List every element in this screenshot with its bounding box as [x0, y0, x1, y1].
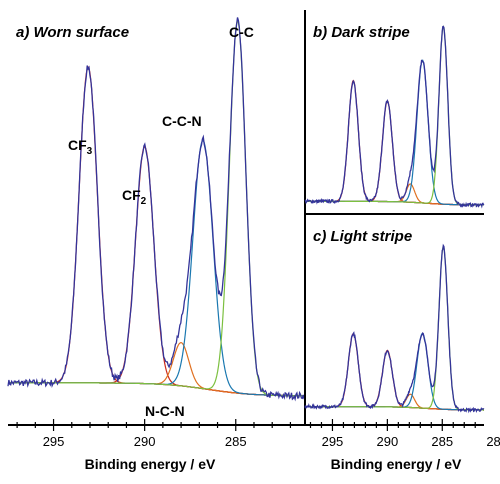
peak-label-cf2: CF2 [122, 187, 147, 207]
panel-b-plot [304, 25, 485, 209]
panel-a-worn-surface: a) Worn surface CF3 CF2 C-C-N C-C N-C-N … [7, 17, 306, 472]
panel-a-x-axis: 295 290 285 [8, 419, 305, 449]
tick-label-290: 290 [134, 434, 156, 449]
envelope-spectrum [304, 243, 485, 414]
component-peak-4 [8, 19, 305, 397]
panel-c-light-stripe: c) Light stripe 295 290 285 280 Binding ene… [304, 228, 500, 472]
panel-c-title: c) Light stripe [313, 228, 412, 245]
panel-b-dark-stripe: b) Dark stripe [304, 24, 485, 209]
tick-label-295: 295 [322, 434, 344, 449]
tick-label-285: 285 [431, 434, 453, 449]
peak-label-ccn: C-C-N [162, 113, 202, 129]
envelope-spectrum [304, 25, 485, 209]
component-peak-1 [305, 349, 484, 411]
peak-label-cf3: CF3 [68, 137, 93, 157]
panel-a-title: a) Worn surface [16, 24, 129, 41]
component-peak-0 [8, 65, 305, 397]
component-peak-1 [8, 145, 305, 397]
panel-c-plot [304, 243, 485, 414]
peak-label-cc: C-C [229, 24, 254, 40]
panel-c-x-axis: 295 290 285 280 [305, 419, 500, 449]
component-peak-3 [305, 332, 484, 411]
envelope-spectrum [7, 17, 306, 402]
component-peak-4 [305, 25, 484, 206]
panel-a-x-axis-title: Binding energy / eV [85, 456, 216, 472]
tick-label-295: 295 [43, 434, 65, 449]
panel-b-title: b) Dark stripe [313, 24, 410, 41]
tick-label-285: 285 [225, 434, 247, 449]
tick-label-290: 290 [377, 434, 399, 449]
component-peak-3 [305, 59, 484, 206]
panel-c-x-axis-title: Binding energy / eV [331, 456, 462, 472]
peak-label-ncn: N-C-N [145, 403, 185, 419]
component-peak-1 [305, 100, 484, 206]
tick-label-280: 280 [486, 434, 500, 449]
component-peak-0 [305, 79, 484, 206]
component-peak-0 [305, 332, 484, 411]
panel-a-plot [7, 17, 306, 402]
component-peak-3 [8, 140, 305, 397]
